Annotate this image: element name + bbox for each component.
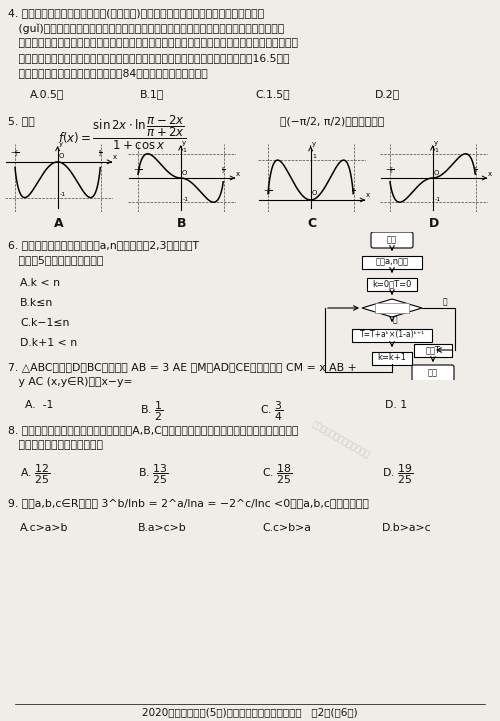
Text: A. $\dfrac{12}{25}$: A. $\dfrac{12}{25}$ bbox=[20, 463, 50, 487]
Text: T=T+aᵏ×(1-a)ᵏ⁺¹: T=T+aᵏ×(1-a)ᵏ⁺¹ bbox=[360, 330, 424, 340]
Text: 1: 1 bbox=[312, 154, 316, 159]
Text: $\frac{\pi}{2}$: $\frac{\pi}{2}$ bbox=[474, 165, 478, 176]
Text: x: x bbox=[488, 171, 492, 177]
Text: B. $\dfrac{13}{25}$: B. $\dfrac{13}{25}$ bbox=[138, 463, 168, 487]
Text: 输入a,n的值: 输入a,n的值 bbox=[376, 257, 408, 267]
Text: 2020年湖北省高三(5月)调研模拟考试理科数学试卷   第2页(共6页): 2020年湖北省高三(5月)调研模拟考试理科数学试卷 第2页(共6页) bbox=[142, 707, 358, 717]
Text: O: O bbox=[58, 153, 64, 159]
Text: 微信公众号（高三试卷答案）: 微信公众号（高三试卷答案） bbox=[310, 420, 371, 460]
Text: D. 1: D. 1 bbox=[385, 400, 407, 410]
FancyBboxPatch shape bbox=[371, 232, 413, 248]
Text: 4. 我国古代的天文学和数学著作(周髀算经)中记载：一年有二十四个节气，每个节气晏: 4. 我国古代的天文学和数学著作(周髀算经)中记载：一年有二十四个节气，每个节气… bbox=[8, 8, 264, 18]
Text: 1: 1 bbox=[434, 149, 438, 154]
Text: B: B bbox=[177, 217, 187, 230]
Text: y: y bbox=[182, 140, 186, 146]
Text: C.c>b>a: C.c>b>a bbox=[262, 523, 311, 533]
Polygon shape bbox=[362, 299, 422, 317]
Text: -1: -1 bbox=[182, 197, 188, 202]
Text: A.k < n: A.k < n bbox=[20, 278, 60, 288]
Text: x: x bbox=[112, 154, 117, 160]
Text: 5. 函数: 5. 函数 bbox=[8, 116, 35, 126]
Text: 6. 如图的程序框图中，若输入a,n的值分别为2,3，且输出T: 6. 如图的程序框图中，若输入a,n的值分别为2,3，且输出T bbox=[8, 240, 199, 250]
Text: (guǐ)长摂差相同（晏是按照日影测定时刻的仪器，晏长即为所测量影子的长度），夏至、: (guǐ)长摂差相同（晏是按照日影测定时刻的仪器，晏长即为所测量影子的长度），夏… bbox=[8, 23, 284, 33]
Text: C: C bbox=[308, 217, 316, 230]
Text: $-\frac{\pi}{2}$: $-\frac{\pi}{2}$ bbox=[263, 186, 272, 197]
Text: A.c>a>b: A.c>a>b bbox=[20, 523, 68, 533]
Text: $-\frac{\pi}{2}$: $-\frac{\pi}{2}$ bbox=[10, 149, 20, 159]
Text: D: D bbox=[429, 217, 439, 230]
Text: 在(−π/2, π/2)的图像大致为: 在(−π/2, π/2)的图像大致为 bbox=[280, 116, 384, 126]
Bar bbox=[414, 343, 452, 356]
Text: 9. 已知a,b,c∈R，满足 3^b/lnb = 2^a/lna = −2^c/lnc <0，则a,b,c的大小关系为: 9. 已知a,b,c∈R，满足 3^b/lnb = 2^a/lna = −2^c… bbox=[8, 498, 369, 508]
Text: k=0，T=0: k=0，T=0 bbox=[372, 280, 412, 288]
Text: 输出T: 输出T bbox=[426, 345, 440, 355]
Text: 1: 1 bbox=[182, 149, 186, 154]
Text: 8. 甲、乙、丙、丁、戊五人等可能分配到A,B,C三个工厂工作，每个工厂至少一人，则甲、乙两: 8. 甲、乙、丙、丁、戊五人等可能分配到A,B,C三个工厂工作，每个工厂至少一人… bbox=[8, 425, 298, 435]
Text: $f(x)=\dfrac{\sin 2x\cdot\ln\dfrac{\pi-2x}{\pi+2x}}{1+\cos x}$: $f(x)=\dfrac{\sin 2x\cdot\ln\dfrac{\pi-2… bbox=[58, 114, 186, 152]
Text: B.a>c>b: B.a>c>b bbox=[138, 523, 187, 533]
Text: 人不在同一工厂工作的概率为: 人不在同一工厂工作的概率为 bbox=[8, 440, 103, 450]
Text: A.0.5尺: A.0.5尺 bbox=[30, 89, 64, 99]
Text: 否: 否 bbox=[443, 297, 448, 306]
Text: O: O bbox=[182, 170, 187, 176]
Text: $-\frac{\pi}{2}$: $-\frac{\pi}{2}$ bbox=[133, 165, 142, 176]
Text: A.  -1: A. -1 bbox=[25, 400, 54, 410]
Text: O: O bbox=[434, 170, 439, 176]
Text: 影子长依次成等差数列，经记录测算，夏至、处暲、霜降三个节气日影子长之和为16.5尺，: 影子长依次成等差数列，经记录测算，夏至、处暲、霜降三个节气日影子长之和为16.5… bbox=[8, 53, 290, 63]
Bar bbox=[367, 278, 417, 291]
Bar bbox=[372, 352, 412, 365]
Text: B.1尺: B.1尺 bbox=[140, 89, 164, 99]
FancyBboxPatch shape bbox=[412, 365, 454, 381]
Text: D.b>a>c: D.b>a>c bbox=[382, 523, 432, 533]
Text: C. $\dfrac{3}{4}$: C. $\dfrac{3}{4}$ bbox=[260, 400, 283, 423]
Text: C.1.5尺: C.1.5尺 bbox=[255, 89, 290, 99]
Text: k=k+1: k=k+1 bbox=[378, 353, 406, 363]
Text: D.k+1 < n: D.k+1 < n bbox=[20, 338, 77, 348]
Text: $\frac{\pi}{2}$: $\frac{\pi}{2}$ bbox=[352, 186, 356, 197]
Text: y AC (x,y∈R)，则x−y=: y AC (x,y∈R)，则x−y= bbox=[8, 377, 132, 387]
Bar bbox=[375, 303, 409, 313]
Text: -1: -1 bbox=[434, 197, 440, 202]
Text: x: x bbox=[366, 192, 370, 198]
Text: O: O bbox=[312, 190, 317, 196]
Text: 结束: 结束 bbox=[428, 368, 438, 378]
Text: 小暲、大暲、立秋、处暲、白露、秋分、寒露、霜降、立冬、小雪、大雪是连续十二个节气，其日: 小暲、大暲、立秋、处暲、白露、秋分、寒露、霜降、立冬、小雪、大雪是连续十二个节气… bbox=[8, 38, 298, 48]
Text: -1: -1 bbox=[60, 192, 66, 197]
Text: 是: 是 bbox=[393, 315, 398, 324]
Text: A: A bbox=[54, 217, 64, 230]
Text: B. $\dfrac{1}{2}$: B. $\dfrac{1}{2}$ bbox=[140, 400, 164, 423]
Bar bbox=[352, 329, 432, 342]
Text: 的值为5，则空白框中应填入: 的值为5，则空白框中应填入 bbox=[8, 255, 104, 265]
Bar bbox=[362, 255, 422, 268]
Text: C. $\dfrac{18}{25}$: C. $\dfrac{18}{25}$ bbox=[262, 463, 292, 487]
Text: $\frac{\pi}{2}$: $\frac{\pi}{2}$ bbox=[222, 165, 226, 176]
Text: 开始: 开始 bbox=[387, 236, 397, 244]
Text: D. $\dfrac{19}{25}$: D. $\dfrac{19}{25}$ bbox=[382, 463, 413, 487]
Text: C.k−1≤n: C.k−1≤n bbox=[20, 318, 70, 328]
Text: $\frac{\pi}{2}$: $\frac{\pi}{2}$ bbox=[98, 149, 103, 159]
Text: $-\frac{\pi}{2}$: $-\frac{\pi}{2}$ bbox=[385, 165, 394, 176]
Text: y: y bbox=[60, 141, 64, 147]
Text: 这十二个节气的所有日影子长之和为84尺，则夏至的日影子长为: 这十二个节气的所有日影子长之和为84尺，则夏至的日影子长为 bbox=[8, 68, 208, 78]
Text: D.2尺: D.2尺 bbox=[375, 89, 400, 99]
Text: 7. △ABC中，点D为BC的中点， AB = 3 AE ，M为AD与CE的交点，若 CM = x AB +: 7. △ABC中，点D为BC的中点， AB = 3 AE ，M为AD与CE的交点… bbox=[8, 362, 357, 372]
Text: y: y bbox=[312, 141, 316, 147]
Text: y: y bbox=[434, 140, 438, 146]
Text: x: x bbox=[236, 171, 240, 177]
Text: B.k≤n: B.k≤n bbox=[20, 298, 53, 308]
